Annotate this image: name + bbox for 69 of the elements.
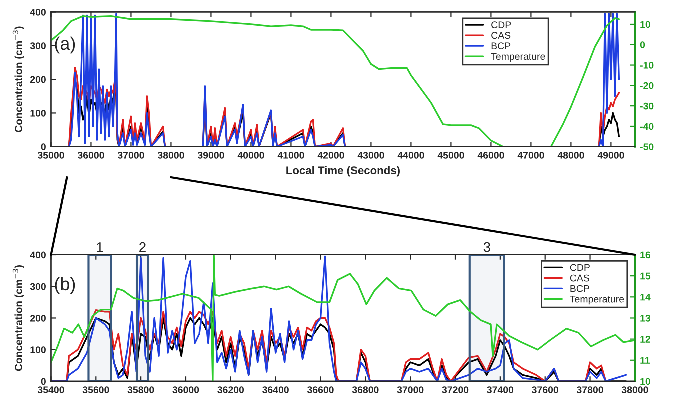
y2-tick-label: -50 (640, 144, 654, 150)
x-tick-label: 37600 (532, 386, 558, 394)
x-tick-label: 49000 (598, 152, 624, 159)
y2-tick-label: 16 (640, 252, 651, 259)
x-tick-label: 37200 (442, 386, 469, 394)
y-axis-title: Concentration (cm$^{−3}$) (12, 265, 24, 372)
x-tick-label: 46000 (478, 152, 504, 159)
y2-tick-label: 10 (640, 378, 650, 386)
y-tick-label: 300 (30, 42, 46, 50)
y2-tick-label: 13 (640, 314, 651, 322)
x-tick-label: 37000 (118, 152, 144, 159)
x-tick-label: 37400 (487, 386, 514, 394)
y-tick-label: 0 (41, 378, 46, 386)
y2-tick-label: -30 (640, 102, 654, 110)
y-tick-label: 0 (41, 144, 46, 150)
x-tick-label: 35600 (82, 386, 110, 394)
y-tick-label: 400 (30, 252, 46, 259)
x-tick-label: 45000 (438, 152, 464, 159)
annotation: (b) (55, 277, 76, 294)
legend-label: Temperature (570, 296, 624, 305)
x-tick-label: 39000 (198, 152, 224, 159)
legend-label: BCP (492, 42, 511, 50)
x-tick-label: 37800 (576, 386, 604, 394)
x-tick-label: 40000 (238, 152, 264, 159)
x-tick-label: 36400 (262, 386, 289, 394)
x-tick-label: 38000 (158, 152, 184, 159)
band-label: 3 (484, 242, 490, 252)
y2-tick-label: 12 (640, 336, 650, 343)
x-tick-label: 35800 (128, 386, 154, 394)
legend-label: BCP (570, 285, 590, 292)
y-tick-label: 100 (30, 110, 46, 117)
x-tick-label: 42000 (318, 152, 344, 159)
x-tick-label: 36600 (307, 386, 334, 394)
y2-tick-label: 10 (640, 21, 650, 28)
x-tick-label: 36000 (78, 152, 104, 159)
x-tick-label: 44000 (398, 152, 424, 159)
x-tick-label: 37000 (397, 386, 424, 394)
x-tick-label: 38000 (622, 386, 648, 394)
y-tick-label: 100 (30, 346, 46, 354)
y2-tick-label: 11 (640, 357, 650, 364)
legend-label: CDP (570, 264, 590, 272)
x-tick-label: 36800 (352, 386, 379, 394)
legend-label: CDP (492, 22, 512, 29)
y2-tick-label: -20 (640, 82, 654, 90)
band-label: 1 (97, 242, 104, 252)
y-tick-label: 300 (30, 283, 46, 290)
y2-tick-label: 0 (640, 42, 646, 48)
y2-tick-label: -10 (640, 62, 654, 69)
x-tick-label: 36200 (218, 386, 244, 394)
x-tick-label: 47000 (518, 152, 544, 159)
y-tick-label: 200 (30, 76, 46, 84)
y-tick-label: 200 (30, 314, 46, 322)
y-tick-label: 400 (30, 8, 46, 16)
y2-tick-label: -40 (640, 123, 654, 130)
x-axis-title: Local Time (Seconds) (286, 166, 400, 177)
band-label: 2 (140, 242, 146, 252)
x-tick-label: 35000 (38, 152, 64, 159)
y2-tick-label: 14 (640, 294, 651, 301)
y-axis-title: Concentration (cm$^{−3}$) (12, 26, 24, 132)
x-tick-label: 48000 (558, 152, 584, 159)
legend-label: CAS (570, 274, 590, 282)
x-tick-label: 36000 (172, 386, 200, 394)
x-tick-label: 43000 (358, 152, 384, 159)
legend-label: CAS (492, 32, 511, 40)
x-tick-label: 41000 (278, 152, 304, 159)
y2-tick-label: 15 (640, 272, 651, 280)
x-tick-label: 35400 (38, 386, 64, 394)
legend-label: Temperature (491, 53, 546, 62)
annotation: (a) (55, 36, 76, 54)
